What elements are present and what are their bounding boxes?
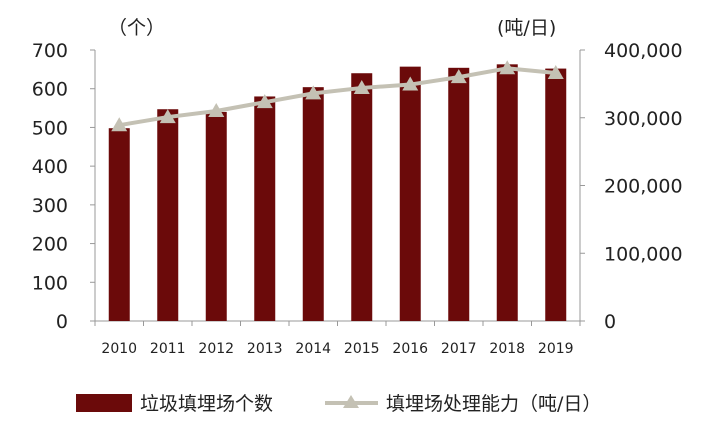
line-series — [111, 60, 564, 132]
left-tick-label: 0 — [56, 311, 68, 333]
right-tick-label: 0 — [604, 311, 616, 333]
x-tick-label: 2011 — [150, 341, 186, 357]
x-tick-label: 2017 — [441, 341, 477, 357]
x-tick-label: 2010 — [101, 341, 137, 357]
right-tick-label: 300,000 — [604, 108, 683, 130]
line-point-marker — [402, 76, 419, 91]
left-axis-unit: （个） — [108, 17, 165, 39]
line-point-marker — [499, 60, 516, 75]
line-point-marker — [256, 94, 273, 109]
legend: 垃圾填埋场个数 填埋场处理能力（吨/日） — [76, 393, 601, 415]
line-point-marker — [111, 117, 128, 132]
legend-line-label: 填埋场处理能力（吨/日） — [386, 393, 601, 415]
bar — [302, 87, 324, 321]
bar — [205, 111, 227, 321]
left-tick-label: 300 — [32, 195, 68, 217]
legend-bar-swatch — [76, 394, 132, 412]
left-tick-label: 700 — [32, 40, 68, 62]
x-tick-label: 2015 — [344, 341, 380, 357]
bar — [351, 73, 373, 321]
line-point-marker — [208, 102, 225, 117]
line-point-marker — [450, 69, 467, 84]
legend-bar-label: 垃圾填埋场个数 — [140, 393, 273, 415]
left-tick-label: 200 — [32, 234, 68, 256]
left-tick-label: 400 — [32, 156, 68, 178]
bar — [545, 68, 567, 321]
line-point-marker — [305, 85, 322, 100]
bar — [157, 109, 179, 322]
left-tick-label: 600 — [32, 79, 68, 101]
left-tick-label: 100 — [32, 272, 68, 294]
bar — [108, 128, 130, 321]
bar — [496, 64, 518, 322]
x-tick-label: 2016 — [392, 341, 428, 357]
right-axis-unit: (吨/日) — [497, 17, 556, 39]
capacity-line — [118, 66, 556, 128]
x-tick-label: 2013 — [247, 341, 283, 357]
left-tick-label: 500 — [32, 117, 68, 139]
bar — [448, 67, 470, 322]
legend-line-marker — [343, 395, 359, 408]
bar — [254, 96, 276, 321]
x-tick-label: 2012 — [198, 341, 234, 357]
right-tick-label: 400,000 — [604, 40, 683, 62]
line-point-marker — [353, 79, 370, 94]
right-tick-label: 100,000 — [604, 243, 683, 265]
tick-labels: 0 100 200 300 400 500 600 700 0 100,000 200,000 300… — [32, 40, 683, 357]
line-point-marker — [547, 65, 564, 80]
x-tick-label: 2019 — [538, 341, 574, 357]
x-tick-label: 2014 — [295, 341, 331, 357]
right-tick-label: 200,000 — [604, 176, 683, 198]
bar — [399, 66, 421, 321]
bar-series — [108, 64, 567, 322]
x-tick-label: 2018 — [489, 341, 525, 357]
line-point-marker — [159, 109, 176, 124]
